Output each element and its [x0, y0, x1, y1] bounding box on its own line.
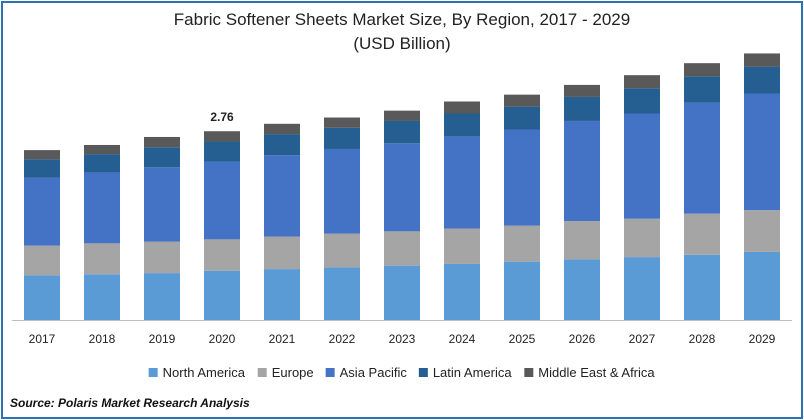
bar-2025-latin-america [504, 106, 540, 130]
legend-label: Europe [272, 365, 314, 380]
bar-2026-middle-east-africa [564, 84, 600, 97]
x-tick-label: 2021 [269, 332, 296, 346]
bar-2027-middle-east-africa [624, 75, 660, 89]
x-tick-label: 2022 [329, 332, 356, 346]
bar-2021-europe [264, 236, 300, 270]
bar-2017-asia-pacific [24, 177, 60, 246]
x-tick-label: 2029 [749, 332, 776, 346]
bar-2022-middle-east-africa [324, 117, 360, 128]
bar-2025-asia-pacific [504, 129, 540, 226]
bar-2027-north-america [624, 257, 660, 320]
bar-2023-middle-east-africa [384, 110, 420, 121]
chart-subtitle: (USD Billion) [353, 34, 451, 53]
bar-2020-latin-america [204, 141, 240, 162]
bar-2029-europe [744, 210, 780, 252]
bar-2025-north-america [504, 261, 540, 320]
bar-2022-asia-pacific [324, 148, 360, 234]
bar-2018-latin-america [84, 154, 120, 173]
bar-2028-north-america [684, 254, 720, 320]
bar-2020-asia-pacific [204, 161, 240, 240]
bar-2023-europe [384, 231, 420, 266]
bar-2026-asia-pacific [564, 120, 600, 222]
legend-swatch [524, 368, 534, 377]
bar-2017-middle-east-africa [24, 150, 60, 160]
bar-2019-north-america [144, 273, 180, 320]
bar-2023-asia-pacific [384, 143, 420, 232]
bar-2019-asia-pacific [144, 167, 180, 242]
bar-2020-europe [204, 239, 240, 271]
data-label: 2.76 [210, 110, 234, 124]
bar-2022-north-america [324, 267, 360, 320]
bar-2017-latin-america [24, 159, 60, 178]
x-tick-label: 2023 [389, 332, 416, 346]
bar-2029-latin-america [744, 66, 780, 94]
bar-2021-middle-east-africa [264, 123, 300, 135]
bar-2027-latin-america [624, 88, 660, 114]
bar-2018-north-america [84, 274, 120, 320]
x-tick-label: 2024 [449, 332, 476, 346]
bar-2017-europe [24, 245, 60, 276]
bar-2022-latin-america [324, 127, 360, 149]
bar-2029-asia-pacific [744, 93, 780, 211]
bar-2019-middle-east-africa [144, 136, 180, 148]
bar-2024-europe [444, 228, 480, 264]
legend-swatch [257, 368, 267, 377]
bar-2021-latin-america [264, 134, 300, 156]
bar-2018-asia-pacific [84, 172, 120, 244]
bar-2021-asia-pacific [264, 155, 300, 237]
legend-label: Asia Pacific [340, 365, 408, 380]
x-tick-label: 2027 [629, 332, 656, 346]
bar-2021-north-america [264, 269, 300, 320]
bar-2018-europe [84, 243, 120, 275]
bar-2028-asia-pacific [684, 102, 720, 214]
x-tick-label: 2026 [569, 332, 596, 346]
chart-title: Fabric Softener Sheets Market Size, By R… [173, 10, 631, 29]
bar-2027-europe [624, 218, 660, 258]
chart-title-block: Fabric Softener Sheets Market Size, By R… [0, 8, 804, 56]
bar-2026-north-america [564, 259, 600, 320]
bar-2024-asia-pacific [444, 136, 480, 229]
x-tick-label: 2017 [29, 332, 56, 346]
bar-2018-middle-east-africa [84, 144, 120, 155]
bar-2017-north-america [24, 275, 60, 320]
bar-2029-north-america [744, 251, 780, 320]
bar-2029-middle-east-africa [744, 53, 780, 67]
legend-swatch [325, 368, 335, 377]
bar-2028-middle-east-africa [684, 63, 720, 77]
bar-2023-latin-america [384, 120, 420, 144]
bar-2024-middle-east-africa [444, 101, 480, 114]
legend-label: Latin America [433, 365, 513, 380]
bar-2028-latin-america [684, 76, 720, 103]
x-tick-label: 2019 [149, 332, 176, 346]
x-tick-label: 2018 [89, 332, 116, 346]
bar-2026-latin-america [564, 96, 600, 121]
x-tick-label: 2020 [209, 332, 236, 346]
x-tick-label: 2028 [689, 332, 716, 346]
bar-2020-middle-east-africa [204, 131, 240, 142]
legend-swatch [418, 368, 428, 377]
legend-label: Middle East & Africa [538, 365, 655, 380]
bar-2027-asia-pacific [624, 113, 660, 219]
bar-2025-middle-east-africa [504, 94, 540, 107]
bar-2024-latin-america [444, 113, 480, 137]
bar-2023-north-america [384, 265, 420, 320]
bar-2019-latin-america [144, 147, 180, 168]
bar-2026-europe [564, 221, 600, 260]
bar-2028-europe [684, 213, 720, 255]
bar-2022-europe [324, 233, 360, 268]
bar-2024-north-america [444, 263, 480, 320]
bar-2019-europe [144, 241, 180, 274]
legend-label: North America [163, 365, 246, 380]
source-note: Source: Polaris Market Research Analysis [10, 396, 250, 410]
legend-swatch [148, 368, 158, 377]
x-tick-label: 2025 [509, 332, 536, 346]
bar-2020-north-america [204, 270, 240, 320]
bar-2025-europe [504, 225, 540, 262]
